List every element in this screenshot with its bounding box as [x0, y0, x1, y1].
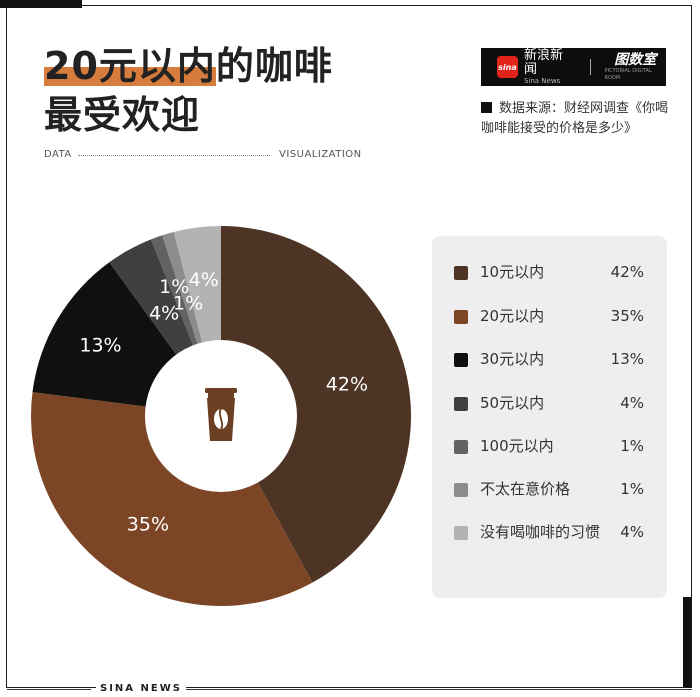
legend-item: 10元以内 42%	[454, 262, 644, 283]
footer-rule-left	[7, 689, 91, 690]
page-frame	[6, 5, 692, 688]
title-rest: 的咖啡	[215, 44, 333, 88]
legend-item: 不太在意价格 1%	[454, 479, 644, 500]
brand-separator	[589, 59, 591, 75]
divider-left-label: DATA	[44, 149, 72, 160]
slice-value-label: 1%	[159, 276, 189, 298]
title-line-1: 20元以内的咖啡	[44, 42, 333, 91]
brand-name-en: Sina News	[523, 76, 561, 85]
legend-label: 50元以内	[480, 394, 545, 412]
legend-swatch	[454, 440, 468, 454]
slice-value-label: 35%	[127, 514, 169, 536]
legend-value: 13%	[610, 350, 644, 368]
page-title: 20元以内的咖啡 最受欢迎	[44, 42, 333, 140]
tushi-logo: 图数室 PICTORIAL DIGITAL ROOM	[604, 51, 667, 82]
footer-rule-right	[180, 689, 692, 690]
chart-legend: 10元以内 42% 20元以内 35% 30元以内 13% 50元以内 4% 100元以内 1% 不…	[432, 236, 667, 598]
brand-name-cn: 新浪新闻	[523, 47, 563, 77]
legend-item: 没有喝咖啡的习惯 4%	[454, 522, 644, 543]
title-highlight: 20元以内	[44, 44, 216, 88]
coffee-cup-icon	[205, 388, 237, 441]
corner-accent	[683, 597, 691, 687]
legend-swatch	[454, 526, 468, 540]
legend-value: 4%	[620, 523, 644, 541]
tushi-name-cn: 图数室	[614, 51, 657, 68]
legend-value: 1%	[620, 437, 644, 455]
corner-accent	[0, 0, 82, 8]
legend-label: 100元以内	[480, 437, 554, 455]
legend-value: 1%	[620, 480, 644, 498]
data-source: 数据来源：财经网调查《你喝咖啡能接受的价格是多少》	[481, 99, 671, 139]
legend-item: 50元以内 4%	[454, 393, 644, 414]
divider-dotted-line	[78, 155, 270, 156]
legend-swatch	[454, 310, 468, 324]
divider-right-label: VISUALIZATION	[279, 149, 362, 160]
legend-value: 35%	[610, 307, 644, 325]
legend-label: 20元以内	[480, 307, 545, 325]
footer: SINA NEWS	[0, 682, 700, 697]
slice-value-label: 1%	[173, 293, 203, 315]
legend-item: 20元以内 35%	[454, 306, 644, 327]
slice-value-label: 13%	[79, 335, 121, 357]
brand-name: 新浪新闻 Sina News	[523, 47, 574, 86]
footer-text: SINA NEWS	[96, 683, 186, 694]
legend-swatch	[454, 266, 468, 280]
legend-swatch	[454, 353, 468, 367]
legend-swatch	[454, 483, 468, 497]
legend-label: 10元以内	[480, 263, 545, 281]
sina-logo-icon: sina	[497, 56, 518, 78]
pie-slice	[221, 226, 412, 583]
legend-value: 4%	[620, 394, 644, 412]
slice-value-label: 42%	[326, 374, 368, 396]
legend-label: 没有喝咖啡的习惯	[480, 523, 601, 541]
tushi-name-en: PICTORIAL DIGITAL ROOM	[604, 67, 652, 81]
source-text: 数据来源：财经网调查《你喝咖啡能接受的价格是多少》	[481, 101, 669, 136]
legend-swatch	[454, 397, 468, 411]
slice-value-label: 4%	[149, 303, 179, 325]
source-square-icon	[481, 102, 492, 113]
title-line-2: 最受欢迎	[44, 93, 201, 137]
brand-bar: sina 新浪新闻 Sina News 图数室 PICTORIAL DIGITA…	[481, 48, 666, 86]
pie-slice	[30, 392, 313, 607]
legend-item: 100元以内 1%	[454, 436, 644, 457]
legend-value: 42%	[610, 263, 644, 281]
legend-item: 30元以内 13%	[454, 349, 644, 370]
slice-value-label: 4%	[189, 269, 219, 291]
legend-label: 30元以内	[480, 350, 545, 368]
legend-label: 不太在意价格	[480, 480, 571, 498]
